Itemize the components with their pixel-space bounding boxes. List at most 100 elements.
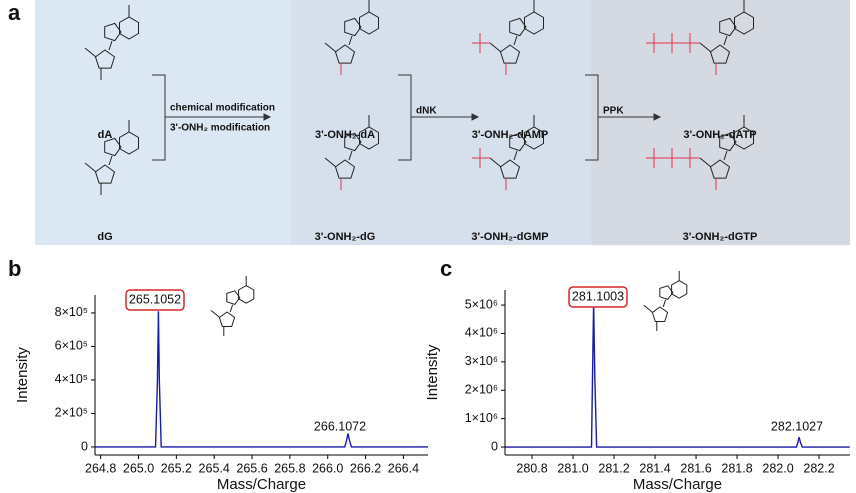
base-ring: [524, 126, 544, 150]
x-tick-label: 282.2: [803, 461, 834, 475]
bond: [229, 304, 234, 313]
peak-label: 266.1072: [314, 419, 366, 433]
y-tick-label: 4×10⁶: [465, 326, 498, 340]
x-tick-label: 265.2: [161, 461, 192, 475]
base-ring: [119, 16, 139, 40]
structure: [324, 115, 379, 190]
compound-name: 3'-ONH₂-dGTP: [683, 231, 758, 243]
compound-name: 3'-ONH₂-dAMP: [472, 129, 549, 141]
x-axis-label: Mass/Charge: [217, 476, 306, 493]
x-tick-label: 265.6: [236, 461, 267, 475]
bond: [662, 299, 667, 308]
structure: [646, 115, 754, 190]
structure: [84, 5, 139, 80]
scheme-bg-3: [591, 0, 850, 245]
bond: [723, 35, 728, 46]
base-ring: [659, 285, 674, 300]
base-ring: [509, 17, 527, 37]
structure: [472, 115, 544, 190]
peak-label: 265.1052: [129, 292, 181, 306]
y-tick-label: 2×10⁵: [55, 406, 88, 420]
step-label: dNK: [416, 106, 437, 117]
y-tick-label: 3×10⁶: [465, 354, 498, 368]
x-tick-label: 281.6: [680, 461, 711, 475]
bond: [324, 42, 337, 53]
x-tick-label: 265.0: [123, 461, 154, 475]
base-ring: [238, 285, 255, 304]
bond: [324, 157, 337, 168]
structure: [210, 276, 255, 336]
step-label: 3'-ONH₂ modification: [170, 123, 270, 134]
bond: [699, 157, 712, 168]
x-tick-label: 265.8: [274, 461, 305, 475]
step-label: PPK: [603, 106, 624, 117]
x-axis-label: Mass/Charge: [633, 476, 722, 493]
x-tick-label: 266.2: [350, 461, 381, 475]
base-ring: [344, 132, 362, 152]
structure: [643, 271, 688, 331]
base-ring: [734, 126, 754, 150]
x-tick-label: 265.4: [199, 461, 230, 475]
base-ring: [119, 131, 139, 155]
panel-label: b: [8, 256, 21, 281]
x-tick-label: 281.2: [598, 461, 629, 475]
y-tick-label: 1×10⁶: [465, 411, 498, 425]
spectrum-line: [95, 311, 428, 448]
step-label: chemical modification: [170, 103, 275, 114]
bracket-arrow: [152, 74, 266, 161]
base-ring: [719, 17, 737, 37]
y-tick-label: 0: [81, 439, 88, 453]
x-tick-label: 266.0: [312, 461, 343, 475]
base-ring: [226, 290, 241, 305]
bond: [513, 150, 518, 161]
sugar-ring: [334, 44, 356, 64]
structure: [324, 0, 379, 75]
sugar-ring: [94, 49, 116, 69]
base-ring: [734, 11, 754, 35]
bond: [489, 42, 502, 53]
arrow-heads: [263, 113, 662, 121]
bond: [84, 162, 97, 173]
bond: [723, 150, 728, 161]
base-ring: [671, 280, 688, 299]
compound-name: 3'-ONH₂-dG: [315, 231, 376, 243]
bond: [348, 35, 353, 46]
spectrum-line: [505, 302, 850, 448]
y-axis-label: Intensity: [14, 347, 31, 403]
peak-label: 281.1003: [572, 289, 624, 303]
y-tick-label: 4×10⁵: [55, 372, 88, 386]
x-tick-label: 280.8: [516, 461, 547, 475]
y-tick-label: 2×10⁶: [465, 383, 498, 397]
bond: [84, 47, 97, 58]
base-ring: [344, 17, 362, 37]
base-ring: [359, 11, 379, 35]
x-tick-label: 282.0: [762, 461, 793, 475]
structure: [84, 120, 139, 195]
y-tick-label: 6×10⁵: [55, 339, 88, 353]
panel-label: a: [8, 0, 21, 25]
base-ring: [509, 132, 527, 152]
x-tick-label: 281.0: [557, 461, 588, 475]
bond: [108, 155, 113, 166]
base-ring: [524, 11, 544, 35]
compound-name: 3'-ONH₂-dATP: [683, 129, 756, 141]
sugar-ring: [499, 159, 521, 179]
base-ring: [719, 132, 737, 152]
peak-label: 282.1027: [771, 419, 823, 433]
structure: [472, 0, 544, 75]
bracket-arrow: [585, 74, 656, 161]
base-ring: [359, 126, 379, 150]
bond: [348, 150, 353, 161]
annotation-box: [568, 286, 628, 308]
bracket-arrow: [398, 74, 474, 161]
sugar-ring: [218, 311, 236, 327]
bond: [513, 35, 518, 46]
compound-name: dG: [97, 231, 112, 243]
scheme-bg-1: [35, 0, 291, 245]
bond: [699, 42, 712, 53]
y-tick-label: 8×10⁵: [55, 305, 88, 319]
x-tick-label: 281.8: [721, 461, 752, 475]
x-tick-label: 266.4: [388, 461, 419, 475]
x-tick-label: 264.8: [85, 461, 116, 475]
